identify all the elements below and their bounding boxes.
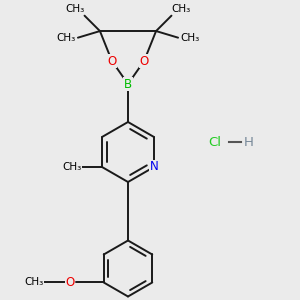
Text: CH₃: CH₃ [24, 278, 44, 287]
Text: CH₃: CH₃ [172, 4, 191, 14]
Text: B: B [124, 77, 132, 91]
Text: CH₃: CH₃ [65, 4, 84, 14]
Text: O: O [65, 276, 74, 289]
Text: CH₃: CH₃ [62, 162, 82, 172]
Text: H: H [244, 136, 254, 148]
Text: O: O [140, 55, 149, 68]
Text: CH₃: CH₃ [56, 33, 76, 43]
Text: N: N [150, 160, 158, 173]
Text: CH₃: CH₃ [180, 33, 200, 43]
Text: Cl: Cl [208, 136, 221, 148]
Text: O: O [107, 55, 117, 68]
